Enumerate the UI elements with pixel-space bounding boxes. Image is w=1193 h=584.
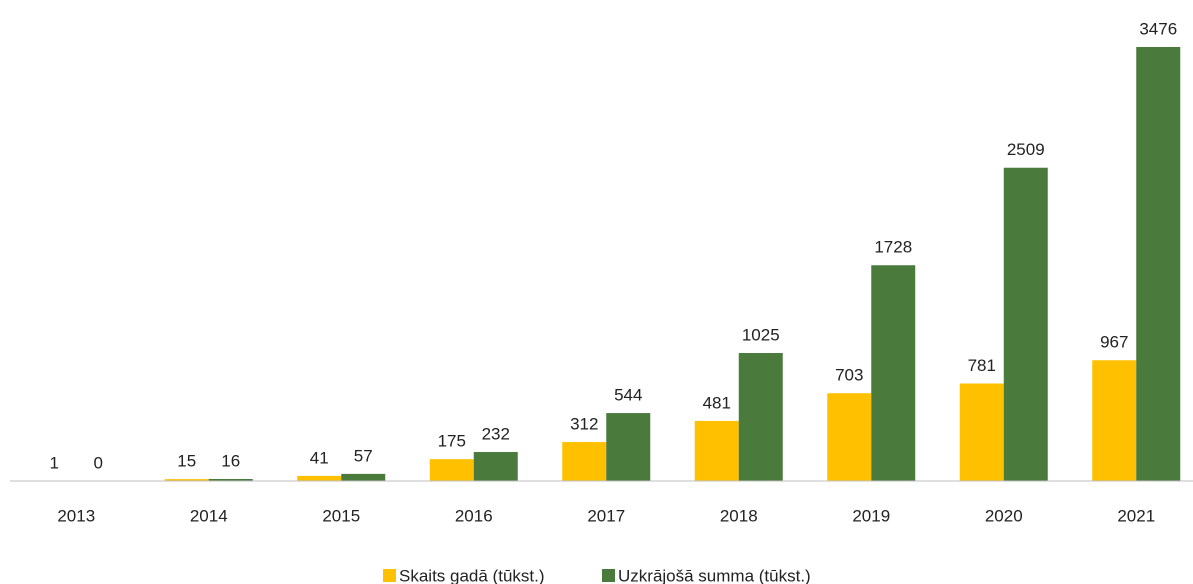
x-tick-label: 2013 [57, 506, 95, 525]
x-tick-label: 2017 [587, 506, 625, 525]
x-tick-label: 2015 [322, 506, 360, 525]
data-label: 16 [221, 451, 240, 470]
data-label: 57 [354, 446, 373, 465]
x-tick-label: 2018 [720, 506, 758, 525]
bar [1092, 360, 1137, 481]
data-label: 967 [1100, 333, 1128, 352]
data-label: 232 [482, 425, 510, 444]
x-tick-label: 2021 [1117, 506, 1155, 525]
legend-swatch [383, 569, 396, 582]
bar [562, 442, 607, 481]
data-label: 3476 [1139, 19, 1177, 38]
legend-swatch [602, 569, 615, 582]
data-label: 175 [438, 432, 466, 451]
data-label: 481 [703, 393, 731, 412]
bar [473, 452, 518, 481]
data-label: 703 [835, 366, 863, 385]
data-label: 15 [177, 452, 196, 471]
bar [429, 459, 474, 481]
bar [738, 353, 783, 481]
data-label: 312 [570, 415, 598, 434]
x-tick-label: 2016 [455, 506, 493, 525]
legend-label: Skaits gadā (tūkst.) [399, 566, 545, 584]
data-label: 1728 [874, 238, 912, 257]
bar [694, 420, 739, 481]
data-label: 1 [50, 453, 59, 472]
data-label: 1025 [742, 326, 780, 345]
x-tick-label: 2020 [985, 506, 1023, 525]
bar [871, 265, 916, 481]
bar [959, 383, 1004, 481]
bar [164, 479, 209, 481]
legend-label: Uzkrājošā summa (tūkst.) [618, 566, 811, 584]
bar [297, 475, 342, 481]
bar [606, 413, 651, 481]
data-label: 544 [614, 386, 642, 405]
x-tick-label: 2014 [190, 506, 228, 525]
bar [827, 393, 872, 481]
data-label: 781 [968, 356, 996, 375]
bar [208, 479, 253, 481]
bar [1136, 47, 1181, 481]
data-label: 41 [310, 448, 329, 467]
bar [341, 473, 386, 481]
data-label: 0 [94, 453, 103, 472]
bar [1003, 167, 1048, 481]
data-label: 2509 [1007, 140, 1045, 159]
x-tick-label: 2019 [852, 506, 890, 525]
